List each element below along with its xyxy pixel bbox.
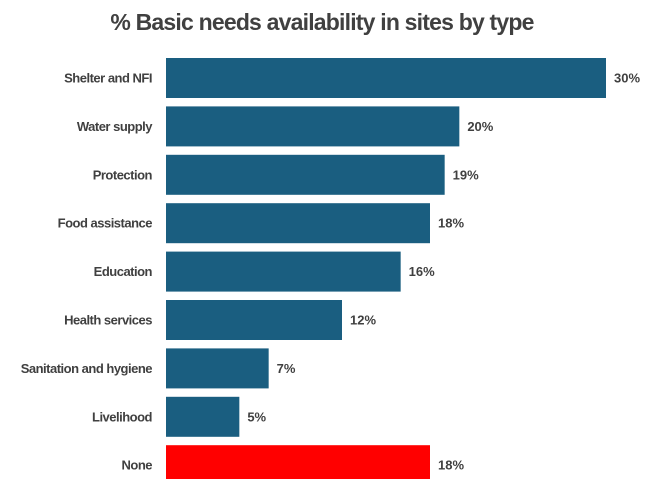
- value-label-sanitation-and-hygiene: 7%: [277, 361, 296, 376]
- bar-water-supply: [166, 106, 460, 147]
- bars-group: Shelter and NFI 30% Water supply 20% Protect…: [21, 58, 640, 479]
- bar-education: [166, 251, 401, 292]
- bar-health-services: [166, 300, 342, 340]
- bar-food-assistance: [166, 203, 430, 244]
- value-label-education: 16%: [409, 264, 435, 279]
- category-label-sanitation-and-hygiene: Sanitation and hygiene: [21, 361, 153, 376]
- category-label-shelter-and-nfi: Shelter and NFI: [64, 71, 152, 86]
- category-label-food-assistance: Food assistance: [58, 216, 153, 231]
- category-label-none: None: [122, 458, 153, 473]
- value-label-water-supply: 20%: [467, 119, 493, 134]
- category-label-education: Education: [94, 264, 153, 279]
- bar-livelihood: [166, 396, 240, 437]
- value-label-livelihood: 5%: [247, 409, 266, 424]
- value-label-health-services: 12%: [350, 313, 376, 328]
- bar-sanitation-and-hygiene: [166, 348, 269, 389]
- category-label-livelihood: Livelihood: [92, 409, 153, 424]
- category-label-protection: Protection: [93, 167, 153, 182]
- category-label-water-supply: Water supply: [77, 119, 153, 134]
- bar-protection: [166, 154, 445, 195]
- bar-shelter-and-nfi: [166, 58, 606, 98]
- value-label-food-assistance: 18%: [438, 216, 464, 231]
- bar-none: [166, 445, 430, 479]
- value-label-protection: 19%: [453, 167, 479, 182]
- value-label-none: 18%: [438, 458, 464, 473]
- category-label-health-services: Health services: [64, 313, 152, 328]
- value-label-shelter-and-nfi: 30%: [614, 71, 640, 86]
- chart-title: % Basic needs availability in sites by t…: [110, 9, 533, 35]
